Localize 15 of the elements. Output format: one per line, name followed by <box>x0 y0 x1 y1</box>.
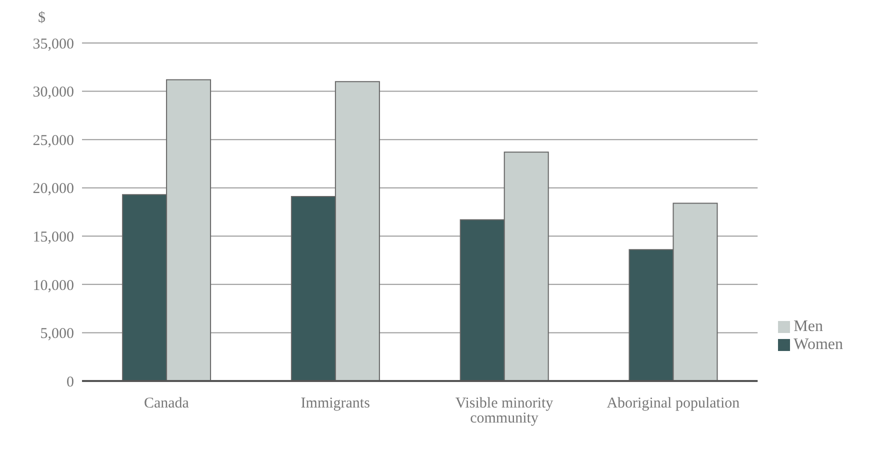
y-tick-label: 30,000 <box>32 84 74 101</box>
x-tick-label: Aboriginal population <box>606 396 740 412</box>
y-axis-title: $ <box>38 10 46 27</box>
legend-label: Women <box>794 336 843 353</box>
y-tick-label: 10,000 <box>32 278 74 294</box>
y-tick-label: 5,000 <box>40 326 74 342</box>
x-tick-label: Canada <box>144 396 190 412</box>
y-tick-label: 15,000 <box>32 229 74 246</box>
y-tick-label: 35,000 <box>32 36 74 52</box>
legend-label: Men <box>794 318 823 335</box>
x-tick-label: Immigrants <box>300 396 370 412</box>
y-tick-label: 0 <box>66 374 74 390</box>
y-tick-label: 20,000 <box>32 181 74 198</box>
x-tick-label: Visible minority community <box>455 396 554 427</box>
y-tick-label: 25,000 <box>32 132 74 149</box>
